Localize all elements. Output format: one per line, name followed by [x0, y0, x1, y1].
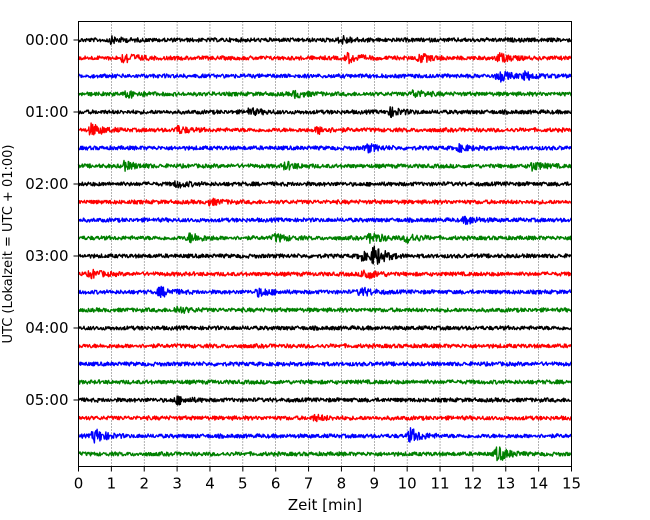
seismic-trace: [77, 343, 572, 349]
seismic-trace: [77, 122, 572, 136]
y-tick-label: 05:00: [25, 391, 68, 409]
plot-frame: [78, 21, 572, 467]
seismic-trace: [77, 427, 573, 444]
seismic-trace: [77, 89, 573, 100]
seismic-trace: [77, 70, 573, 83]
seismic-trace: [77, 143, 572, 154]
x-tick-label: 9: [370, 475, 380, 493]
x-tick-label: 1: [107, 475, 117, 493]
x-tick-label: 11: [430, 475, 449, 493]
seismic-trace: [77, 51, 573, 65]
seismic-trace: [77, 106, 573, 119]
x-tick-label: 7: [304, 475, 314, 493]
y-tick-label: 01:00: [25, 103, 68, 121]
x-tick-label: 10: [398, 475, 417, 493]
seismic-trace: [77, 325, 573, 331]
seismic-trace: [77, 446, 573, 462]
seismic-trace: [77, 180, 572, 189]
x-tick-label: 6: [271, 475, 281, 493]
x-tick-label: 12: [463, 475, 482, 493]
seismic-trace: [78, 245, 573, 265]
x-tick-label: 2: [139, 475, 149, 493]
seismic-trace: [77, 197, 573, 207]
vertical-grid: [111, 21, 539, 467]
seismic-trace: [77, 159, 572, 172]
y-axis: 00:00 01:00 02:00 03:00 04:00 05:00: [25, 31, 79, 409]
x-tick-label: 0: [74, 475, 84, 493]
y-tick-label: 03:00: [25, 247, 68, 265]
seismic-trace: [78, 395, 572, 406]
y-axis-label: UTC (Lokalzeit = UTC + 01:00): [1, 145, 16, 344]
trace-group: [77, 35, 573, 462]
y-tick-label: 02:00: [25, 175, 68, 193]
seismic-trace: [78, 361, 573, 367]
seismic-trace: [77, 305, 572, 314]
x-axis-label: Zeit [min]: [288, 496, 362, 514]
seismic-trace: [77, 379, 573, 385]
x-axis: 0 1 2 3 4 5 6 7 8 9 10 11 12 13 14 15: [74, 466, 581, 493]
y-tick-label: 00:00: [25, 31, 68, 49]
x-tick-label: 5: [238, 475, 248, 493]
x-tick-label: 15: [562, 475, 581, 493]
x-tick-label: 3: [172, 475, 182, 493]
x-tick-label: 4: [205, 475, 215, 493]
x-tick-label: 8: [337, 475, 347, 493]
seismic-trace: [77, 285, 572, 298]
seismic-trace: [77, 232, 573, 244]
seismic-trace: [77, 35, 573, 46]
y-tick-label: 04:00: [25, 319, 68, 337]
x-tick-label: 14: [529, 475, 548, 493]
x-tick-label: 13: [496, 475, 515, 493]
seismic-trace: [78, 413, 573, 423]
seismic-trace: [77, 268, 572, 280]
seismic-trace: [77, 215, 573, 226]
